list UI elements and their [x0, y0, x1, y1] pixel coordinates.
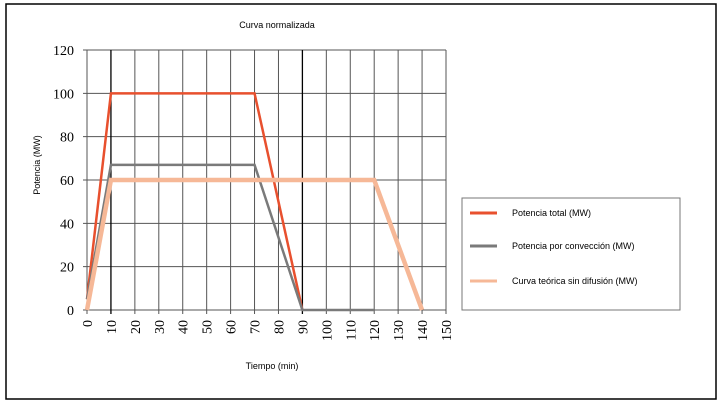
- x-tick-label: 70: [249, 320, 264, 334]
- y-tick-label: 40: [60, 217, 74, 232]
- x-tick-label: 50: [201, 320, 216, 334]
- x-tick-label: 30: [153, 320, 168, 334]
- x-tick-label: 60: [225, 320, 240, 334]
- x-tick-label: 100: [320, 320, 335, 341]
- legend-label: Potencia por convección (MW): [512, 241, 635, 251]
- x-tick-label: 10: [105, 320, 120, 334]
- legend-label: Curva teórica sin difusión (MW): [512, 276, 638, 286]
- x-tick-label: 40: [177, 320, 192, 334]
- series-line-2: [85, 163, 375, 312]
- y-tick-label: 0: [67, 304, 74, 319]
- legend-box: [461, 197, 681, 311]
- x-tick-label: 150: [440, 320, 455, 341]
- legend: Potencia total (MW) Potencia por convecci…: [470, 208, 638, 286]
- chart-frame: [5, 3, 717, 400]
- y-tick-label: 100: [53, 87, 74, 102]
- y-tick-label: 20: [60, 261, 74, 276]
- chart-title: Curva normalizada: [239, 20, 315, 30]
- x-tick-label: 0: [81, 320, 96, 327]
- x-tick-label: 20: [129, 320, 144, 334]
- x-axis-label: Tiempo (min): [246, 361, 299, 371]
- series-group: [84, 92, 425, 312]
- x-tick-label: 110: [344, 320, 359, 340]
- tick-labels: 0 20 40 60 80 100 120 0 10 20 30 40 50 60 70 80 90 100 110…: [53, 44, 455, 341]
- y-tick-label: 80: [60, 131, 74, 146]
- x-tick-label: 140: [416, 320, 431, 341]
- x-tick-label: 80: [272, 320, 287, 334]
- x-tick-label: 130: [392, 320, 407, 341]
- y-tick-label: 60: [60, 174, 74, 189]
- x-tick-label: 90: [296, 320, 311, 334]
- y-axis-label: Potencia (MW): [32, 135, 42, 195]
- series-line-3: [84, 177, 425, 311]
- y-tick-label: 120: [53, 44, 74, 59]
- series-line-1: [85, 92, 304, 311]
- legend-label: Potencia total (MW): [512, 208, 591, 218]
- x-tick-label: 120: [368, 320, 383, 341]
